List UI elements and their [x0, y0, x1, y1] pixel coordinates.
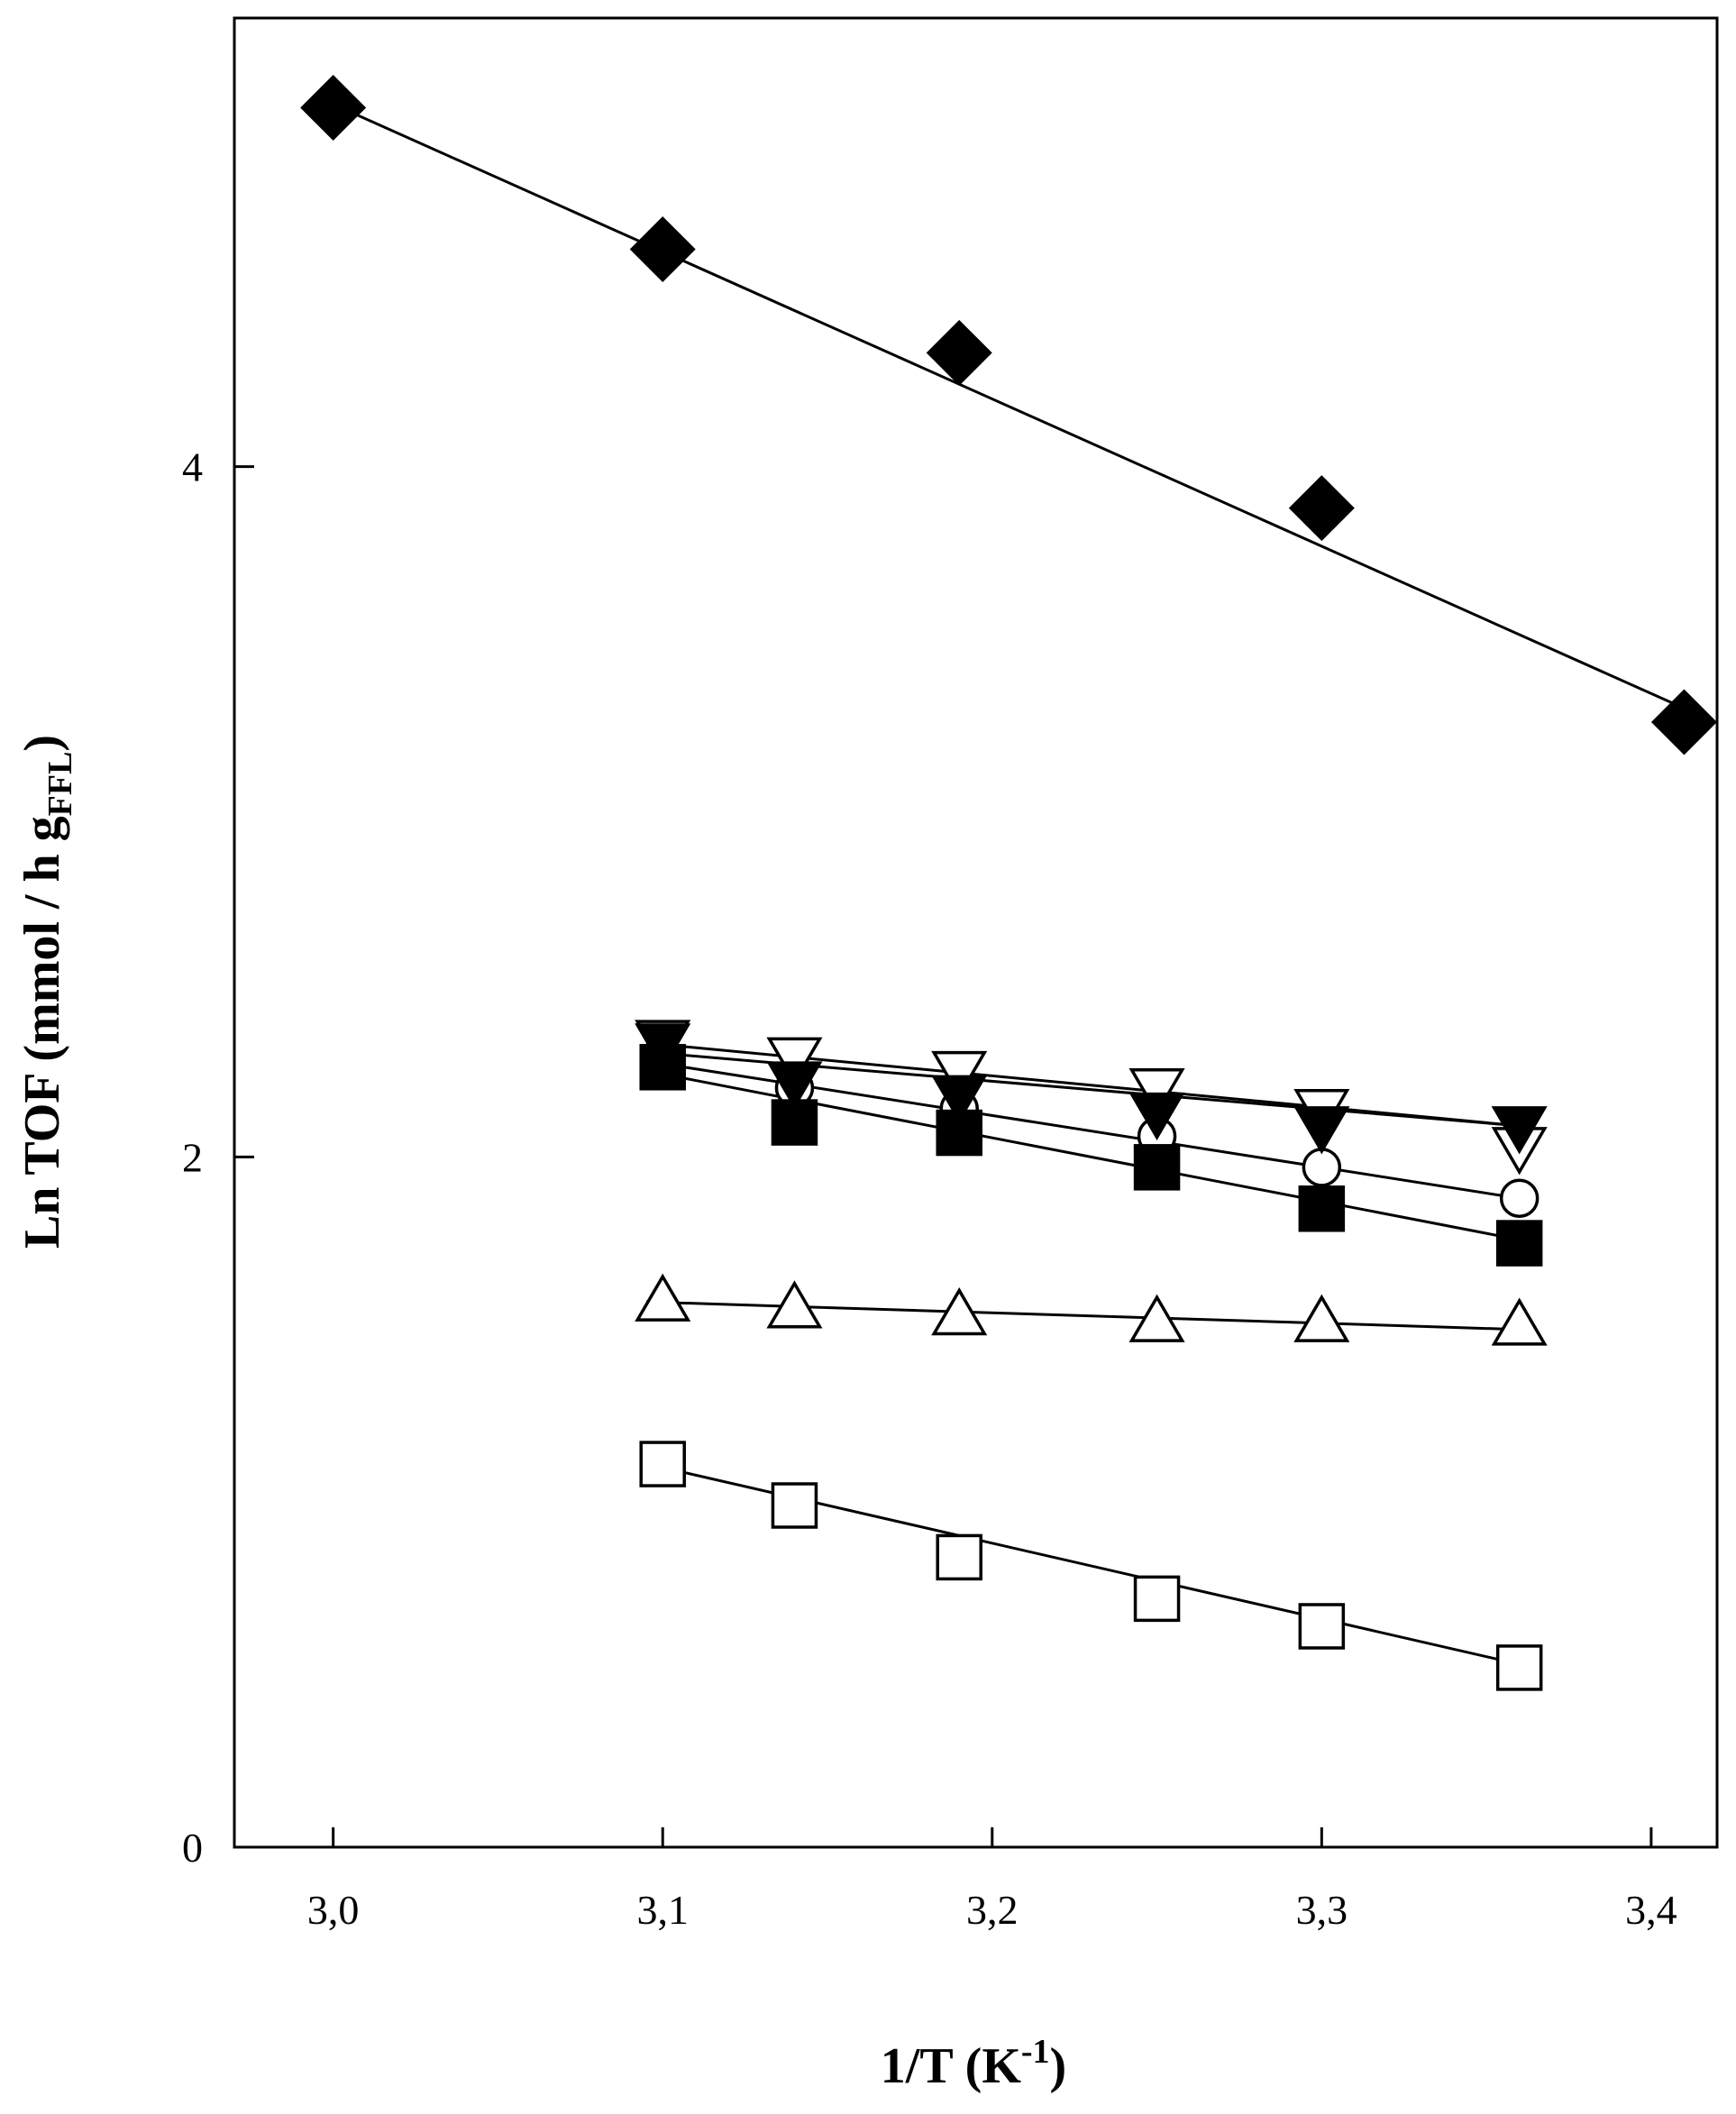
- x-tick-label: 3,3: [1296, 1887, 1348, 1933]
- square-marker: [1298, 1603, 1346, 1650]
- x-tick-label: 3,4: [1625, 1887, 1677, 1933]
- plot-frame: [233, 16, 1719, 1849]
- triangle-down-marker: [1128, 1068, 1185, 1117]
- x-tick-label: 3,1: [636, 1887, 689, 1933]
- x-tick-label: 3,2: [966, 1887, 1019, 1933]
- fit-lines: [333, 103, 1686, 1666]
- triangle-up-marker: [931, 1286, 988, 1336]
- square-marker: [639, 1044, 686, 1091]
- triangle-down-marker: [931, 1050, 988, 1100]
- circle-marker: [1302, 1148, 1342, 1187]
- y-tick-label: 2: [182, 1134, 203, 1180]
- y-axis-label: Ln TOF (mmol / h gFFL): [14, 735, 79, 1249]
- triangle-up-marker: [1293, 1294, 1350, 1342]
- diamond-marker: [629, 216, 696, 282]
- square-marker: [936, 1109, 982, 1157]
- y-tick-label: 4: [182, 444, 203, 490]
- triangle-down-marker: [931, 1075, 988, 1123]
- diamond-marker: [1288, 475, 1355, 542]
- diamond-marker: [1650, 689, 1717, 755]
- triangle-up-marker: [635, 1273, 691, 1322]
- square-marker: [1133, 1575, 1181, 1623]
- square-marker: [1298, 1185, 1346, 1232]
- x-tick-label: 3,0: [307, 1887, 360, 1933]
- diamond-marker: [926, 319, 992, 386]
- square-marker: [1133, 1144, 1181, 1191]
- triangle-up-marker: [1128, 1294, 1185, 1342]
- triangle-down-marker: [1293, 1106, 1350, 1155]
- triangle-up-marker: [766, 1280, 823, 1329]
- square-marker: [639, 1441, 686, 1487]
- square-marker: [771, 1099, 818, 1146]
- triangle-down-marker: [1491, 1106, 1548, 1155]
- square-marker: [1495, 1644, 1543, 1691]
- y-tick-label: 0: [182, 1825, 203, 1871]
- diamond-marker: [300, 75, 367, 142]
- square-marker: [771, 1482, 818, 1529]
- square-marker: [1495, 1220, 1543, 1267]
- x-axis-label: 1/T (K-1): [881, 2033, 1066, 2094]
- triangle-down-marker: [1128, 1092, 1185, 1141]
- filled-diamond-fit-line: [333, 103, 1686, 710]
- data-markers: [300, 75, 1717, 1691]
- circle-marker: [1499, 1178, 1540, 1219]
- axis-ticks: 3,0 3,1 3,2 3,3 3,4 0 2 4: [182, 444, 1677, 1933]
- triangle-down-marker: [766, 1061, 823, 1110]
- triangle-down-marker: [766, 1037, 823, 1085]
- triangle-up-marker: [1491, 1297, 1548, 1346]
- square-marker: [936, 1533, 982, 1581]
